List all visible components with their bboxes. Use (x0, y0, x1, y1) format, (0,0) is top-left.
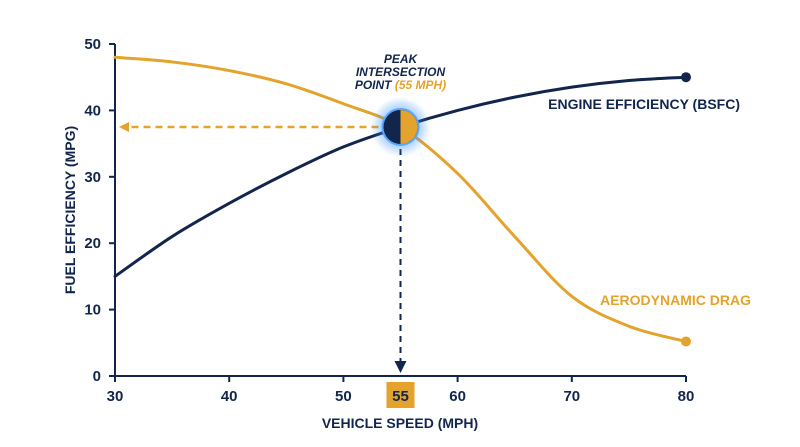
intersection-marker-half (400, 110, 418, 144)
x-tick-label: 30 (107, 388, 124, 405)
series-label-engine-efficiency-bsfc: ENGINE EFFICIENCY (BSFC) (548, 96, 740, 112)
y-tick-label: 20 (84, 235, 101, 252)
y-tick-label: 0 (93, 368, 101, 385)
series-label-aerodynamic-drag: AERODYNAMIC DRAG (600, 292, 751, 308)
x-highlight-box (386, 382, 415, 408)
series-end-point-engine-efficiency-bsfc (681, 72, 691, 83)
y-axis-title: FUEL EFFICIENCY (MPG) (62, 126, 78, 294)
x-axis-title: VEHICLE SPEED (MPH) (322, 415, 478, 431)
peak-label-line: POINT (55 MPH) (355, 78, 446, 92)
x-tick-label: 80 (678, 388, 695, 405)
x-tick-label: 60 (449, 388, 466, 405)
axes (114, 44, 686, 377)
peak-label-speed: (55 MPH) (395, 78, 446, 92)
peak-label-line: INTERSECTION (356, 65, 446, 79)
y-tick-label: 50 (84, 36, 101, 53)
x-tick-label: 70 (563, 388, 580, 405)
x-tick-label: 50 (335, 388, 352, 405)
peak-label-prefix: POINT (355, 78, 395, 92)
x-tick-label: 40 (221, 388, 238, 405)
ticks: 30 40 50 60 70 80 0 10 20 30 40 50 (84, 36, 694, 405)
y-tick-label: 30 (84, 169, 101, 186)
series-end-point-aerodynamic-drag (681, 336, 691, 347)
peak-label-line: PEAK (384, 52, 419, 66)
x-highlight-label: 55 (392, 388, 409, 405)
y-tick-label: 40 (84, 102, 101, 119)
series-layer: ENGINE EFFICIENCY (BSFC) AERODYNAMIC DRAG (113, 55, 751, 347)
y-tick-label: 10 (84, 302, 101, 319)
